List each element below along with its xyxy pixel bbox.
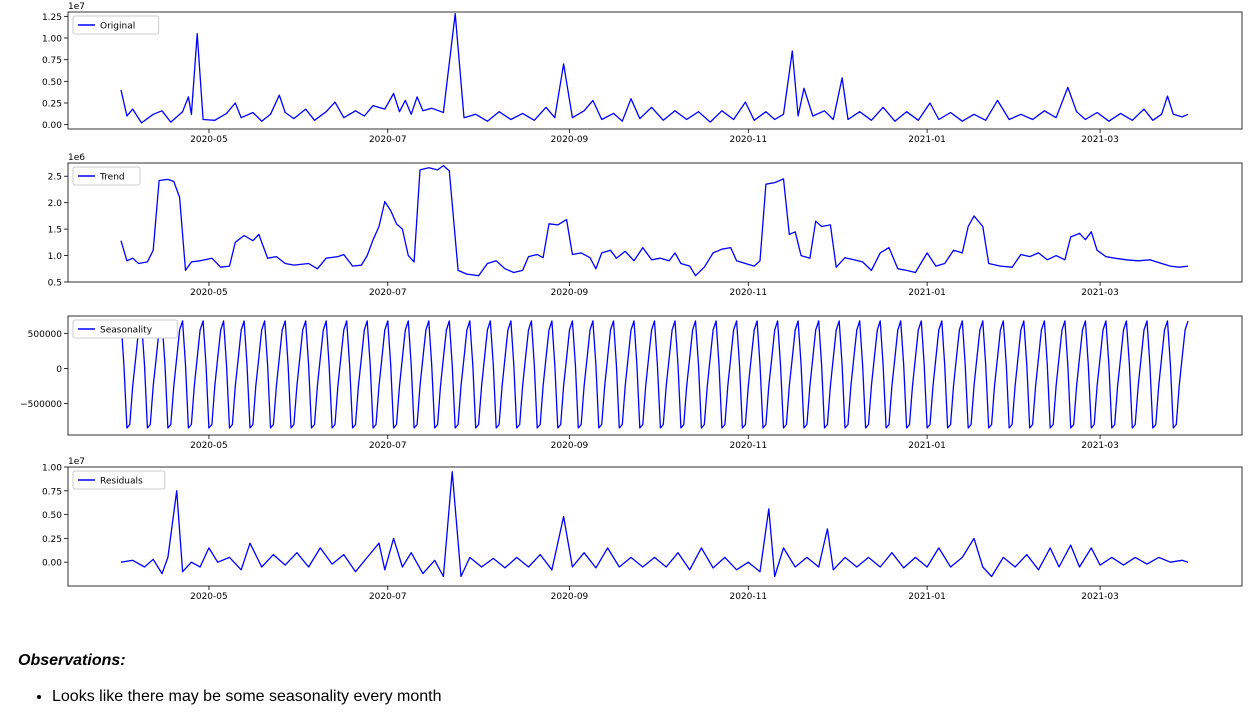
- subplot-3: 2020-05 2020-07 2020-09 2020-11 2021-01 2021-…: [20, 315, 1243, 451]
- x-tick-label: 2020-05: [190, 592, 228, 602]
- y-tick-label: 0.25: [42, 100, 62, 110]
- subplot-4: 2020-05 2020-07 2020-09 2020-11 2021-01 2021-…: [42, 457, 1243, 602]
- x-tick-label: 2020-11: [729, 288, 767, 298]
- x-tick-label: 2021-01: [908, 441, 946, 451]
- observations-list: Looks like there may be some seasonality…: [18, 688, 1218, 706]
- y-tick-label: 2.0: [48, 199, 63, 209]
- subplot-1: 2020-05 2020-07 2020-09 2020-11 2021-01 2021-…: [42, 2, 1243, 145]
- decomposition-charts: 2020-05 2020-07 2020-09 2020-11 2021-01 2021-…: [20, 2, 1243, 602]
- y-tick-label: 0.25: [42, 535, 62, 545]
- x-tick-label: 2020-11: [729, 592, 767, 602]
- x-tick-label: 2021-01: [908, 135, 946, 145]
- legend-box: [72, 470, 166, 490]
- x-tick-label: 2020-11: [729, 441, 767, 451]
- axis-offset-label: 1e6: [68, 153, 85, 163]
- y-tick-label: 500000: [28, 330, 63, 340]
- x-tick-label: 2021-03: [1081, 288, 1119, 298]
- y-tick-label: 1.00: [42, 464, 62, 474]
- x-tick-label: 2021-03: [1081, 441, 1119, 451]
- x-tick-label: 2020-11: [729, 135, 767, 145]
- axis-offset-label: 1e7: [68, 2, 85, 12]
- legend-box: [72, 319, 178, 339]
- x-tick-label: 2021-03: [1081, 592, 1119, 602]
- legend-box: [72, 166, 141, 186]
- y-tick-label: 0.00: [42, 559, 62, 569]
- x-tick-label: 2020-09: [551, 135, 589, 145]
- plot-frame: [67, 466, 1243, 587]
- x-tick-label: 2021-03: [1081, 135, 1119, 145]
- subplot-2: 2020-05 2020-07 2020-09 2020-11 2021-01 2021-…: [48, 153, 1243, 298]
- x-tick-label: 2020-05: [190, 288, 228, 298]
- plot-frame: [67, 162, 1243, 283]
- y-tick-label: 1.00: [42, 35, 62, 45]
- y-tick-label: 2.5: [48, 173, 62, 183]
- legend-label: Residuals: [100, 477, 143, 487]
- legend-box: [72, 15, 160, 35]
- x-tick-label: 2020-07: [369, 441, 407, 451]
- legend-label: Original: [100, 22, 135, 32]
- x-tick-label: 2020-09: [551, 592, 589, 602]
- series-line-trend: [120, 164, 1189, 277]
- x-tick-label: 2021-01: [908, 592, 946, 602]
- y-tick-label: 0.50: [42, 511, 62, 521]
- y-tick-label: 1.5: [48, 226, 62, 236]
- y-tick-label: 0: [56, 365, 62, 375]
- y-tick-label: 0.5: [48, 279, 62, 289]
- y-tick-label: 0.75: [42, 56, 62, 66]
- x-tick-label: 2020-05: [190, 135, 228, 145]
- x-tick-label: 2020-07: [369, 592, 407, 602]
- observations-section: Observations: Looks like there may be so…: [18, 652, 1218, 706]
- x-tick-label: 2021-01: [908, 288, 946, 298]
- y-tick-label: 1.0: [48, 252, 63, 262]
- y-tick-label: 0.00: [42, 121, 62, 131]
- axis-offset-label: 1e7: [68, 457, 85, 467]
- x-tick-label: 2020-05: [190, 441, 228, 451]
- observation-item: Looks like there may be some seasonality…: [52, 688, 1218, 706]
- series-line-original: [120, 13, 1189, 124]
- legend-label: Trend: [99, 173, 125, 183]
- observations-heading: Observations:: [18, 652, 126, 669]
- y-tick-label: 0.75: [42, 487, 62, 497]
- y-tick-label: 0.50: [42, 78, 62, 88]
- x-tick-label: 2020-09: [551, 288, 589, 298]
- x-tick-label: 2020-09: [551, 441, 589, 451]
- plot-frame: [67, 11, 1243, 130]
- x-tick-label: 2020-07: [369, 135, 407, 145]
- x-tick-label: 2020-07: [369, 288, 407, 298]
- series-line-seasonality: [120, 320, 1189, 429]
- y-tick-label: −500000: [20, 400, 62, 410]
- series-line-residuals: [120, 471, 1189, 578]
- legend-label: Seasonality: [100, 326, 153, 336]
- y-tick-label: 1.25: [42, 13, 62, 23]
